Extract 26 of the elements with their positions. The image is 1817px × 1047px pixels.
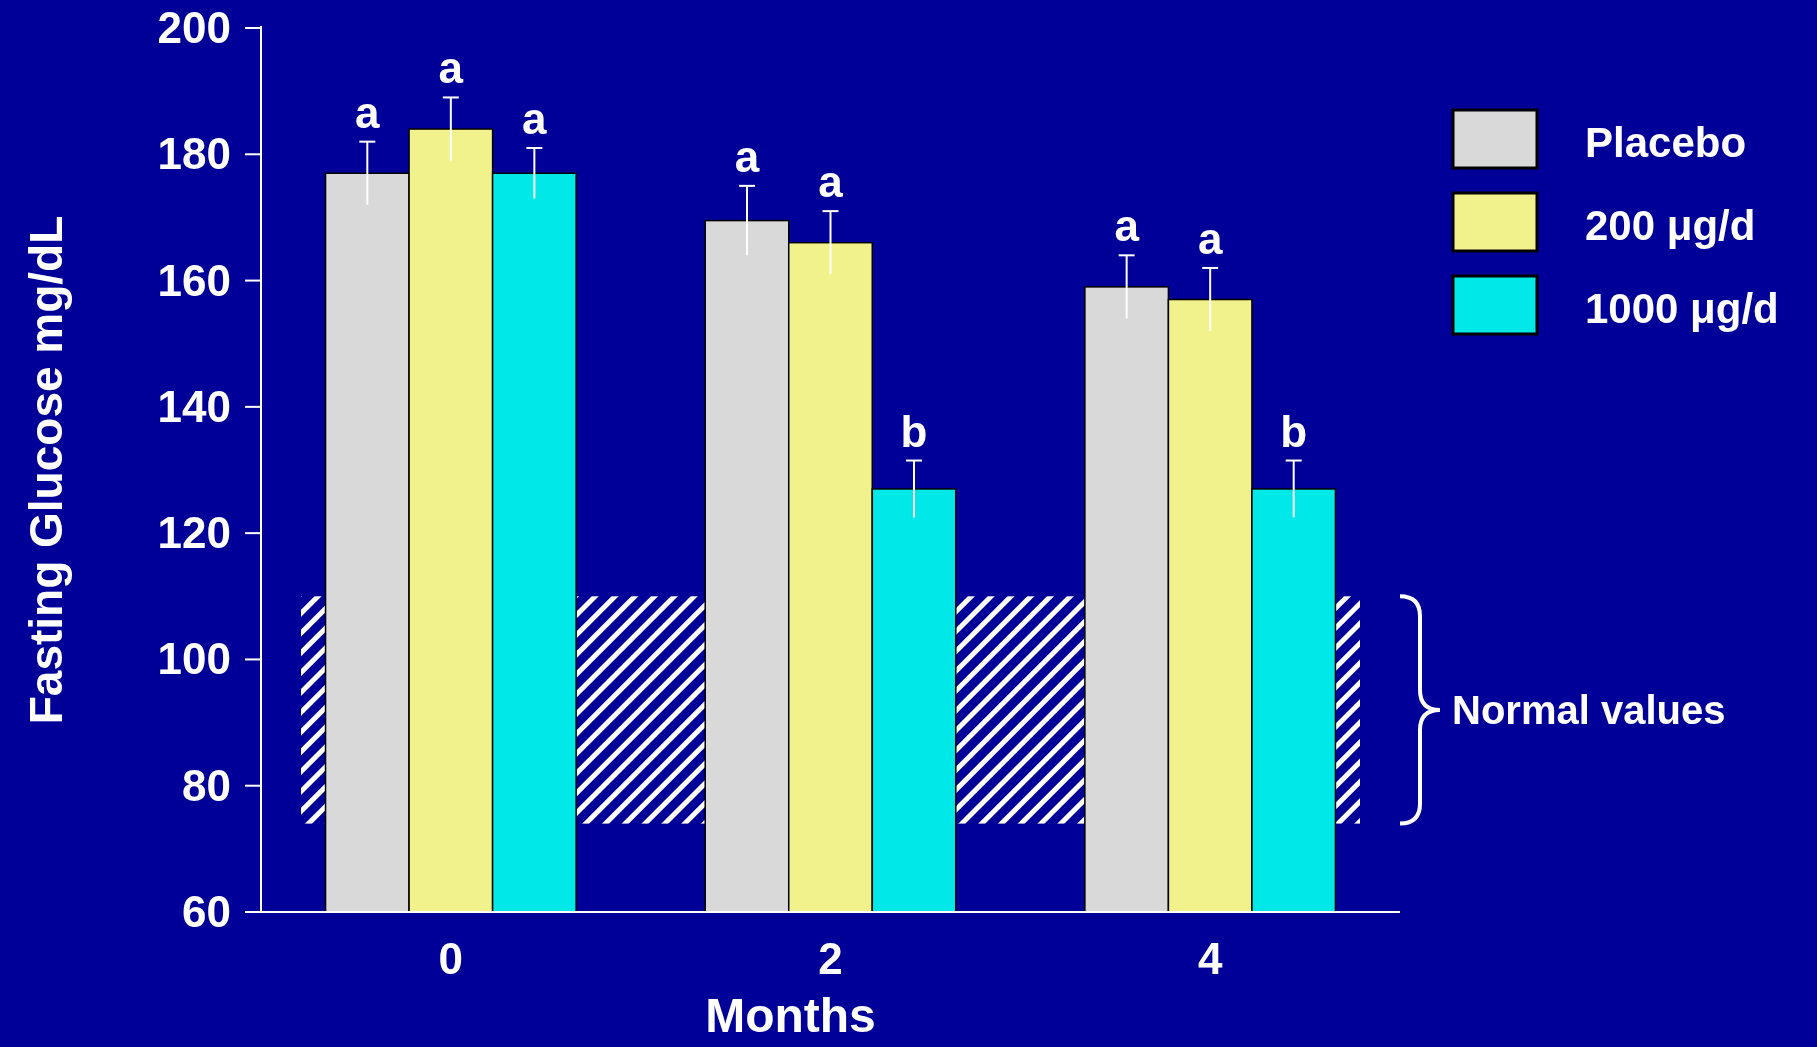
legend-label: 1000 μg/d bbox=[1585, 285, 1779, 332]
annotation: a bbox=[1197, 213, 1223, 263]
y-tick-label: 200 bbox=[157, 3, 231, 52]
y-tick-label: 80 bbox=[182, 760, 231, 810]
legend-label: Placebo bbox=[1585, 119, 1747, 166]
y-tick-label: 140 bbox=[157, 381, 231, 431]
y-tick-label: 160 bbox=[157, 255, 231, 305]
x-axis-title: Months bbox=[705, 989, 876, 1042]
x-tick-label: 2 bbox=[818, 934, 843, 983]
legend-label: 200 μg/d bbox=[1585, 202, 1756, 249]
annotation: a bbox=[818, 157, 844, 207]
annotation: a bbox=[355, 87, 381, 137]
y-tick-label: 180 bbox=[157, 129, 231, 179]
y-tick-label: 60 bbox=[182, 887, 231, 936]
x-tick-label: 4 bbox=[1197, 934, 1223, 983]
y-tick-label: 100 bbox=[157, 634, 231, 684]
annotation: b bbox=[900, 406, 928, 456]
annotation: a bbox=[438, 43, 464, 93]
y-axis-title: Fasting Glucose mg/dL bbox=[20, 215, 72, 725]
annotation: b bbox=[1280, 406, 1308, 456]
band-label: Normal values bbox=[1452, 687, 1726, 732]
annotation: a bbox=[1114, 201, 1140, 251]
x-tick-label: 0 bbox=[438, 934, 464, 983]
annotation: a bbox=[522, 93, 548, 143]
annotation: a bbox=[734, 131, 760, 181]
y-tick-label: 120 bbox=[157, 508, 231, 558]
